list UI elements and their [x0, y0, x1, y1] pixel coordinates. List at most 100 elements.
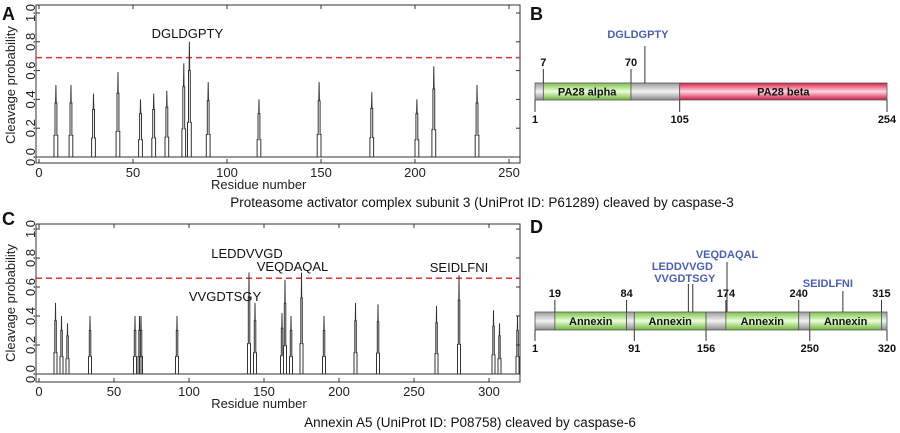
peak-265: [434, 305, 439, 374]
peak-226: [376, 304, 380, 374]
peak-233: [474, 84, 480, 157]
linker-segment: [630, 82, 681, 101]
panel-label-a: A: [2, 4, 15, 24]
panel-label-b: B: [530, 4, 543, 24]
y-tick-label: 0.2: [23, 336, 38, 354]
boundary-number: 250: [801, 343, 819, 355]
linker-segment: [705, 311, 727, 331]
boundary-number: 105: [671, 114, 689, 126]
peak-19: [65, 323, 70, 374]
panel-label-d: D: [530, 217, 543, 237]
peak-92: [175, 315, 179, 374]
boundary-number: 156: [697, 343, 715, 355]
x-axis-label: Residue number: [211, 396, 307, 411]
peak-68: [164, 90, 170, 157]
boundary-number: 19: [549, 288, 561, 300]
peak-211: [353, 302, 358, 374]
peak-77: [181, 63, 187, 157]
site-annotation: SEIDLFNI: [430, 260, 489, 275]
caption-bottom: Annexin A5 (UniProt ID: P08758) cleaved …: [304, 415, 636, 430]
y-tick-label: 0.4: [23, 90, 38, 108]
x-axis-label: Residue number: [211, 177, 307, 192]
linker-segment: [626, 311, 635, 331]
y-tick-label: 0.0: [23, 148, 38, 166]
boundary-number: 240: [790, 288, 808, 300]
peak-190: [322, 315, 326, 374]
boundary-number: 254: [878, 114, 897, 126]
x-tick-label: 200: [328, 384, 350, 399]
y-tick-label: 0.8: [23, 249, 38, 267]
peak-17: [68, 84, 74, 157]
plot-frame: [35, 223, 521, 383]
peak-61: [151, 93, 157, 157]
y-tick-label: 0.6: [23, 278, 38, 296]
domain-label: Annexin: [741, 316, 785, 328]
peak-210: [431, 66, 437, 157]
y-tick-label: 0.2: [23, 119, 38, 137]
boundary-number: 91: [628, 343, 640, 355]
boundary-number: 174: [717, 288, 736, 300]
x-tick-label: 250: [498, 165, 520, 180]
x-tick-label: 100: [178, 384, 200, 399]
boundary-number: 315: [872, 288, 890, 300]
cleavage-site-label: VVGDTSGY: [654, 273, 716, 285]
peak-15: [59, 315, 64, 374]
linker-segment: [798, 311, 811, 331]
x-tick-label: 0: [35, 165, 42, 180]
cleavage-site-label: SEIDLFNI: [803, 278, 853, 290]
domain-map-b: PA28 alpha PA28 beta 7 70 1 105 254 DGLDGPTY: [532, 29, 897, 126]
peak-201: [414, 99, 420, 157]
peak-303: [491, 310, 496, 374]
site-annotation: VEQDAQAL: [257, 259, 329, 274]
peak-80: [187, 41, 192, 157]
caption-top: Proteasome activator complex subunit 3 (…: [230, 195, 734, 210]
peak-11: [53, 302, 58, 374]
peak-42: [115, 71, 121, 157]
boundary-number: 70: [625, 57, 637, 69]
x-tick-label: 0: [35, 384, 42, 399]
plot-frame: [35, 4, 521, 164]
domain-label: PA28 alpha: [558, 87, 617, 99]
peak-319: [515, 315, 520, 374]
peak-29: [91, 93, 96, 157]
boundary-number: 1: [532, 343, 538, 355]
boundary-number: 84: [620, 288, 633, 300]
peak-175: [299, 272, 304, 374]
domain-label: Annexin: [648, 316, 692, 328]
peak-117: [256, 99, 262, 157]
x-tick-label: 100: [216, 165, 238, 180]
domain-label: PA28 beta: [757, 87, 810, 99]
cleavage-site-label: LEDDVVGD: [652, 261, 713, 273]
y-tick-label: 0.4: [23, 307, 38, 325]
x-tick-label: 250: [403, 384, 425, 399]
peak-168: [289, 315, 293, 374]
x-tick-label: 50: [126, 165, 140, 180]
boundary-number: 320: [878, 343, 896, 355]
panel-label-c: C: [2, 209, 15, 229]
y-tick-label: 0.8: [23, 33, 38, 51]
linker-segment: [534, 82, 544, 101]
site-annotation: LEDDVVGD: [211, 246, 283, 261]
domain-map-d: Annexin Annexin Annexin Annexin 19 84 174 240 31…: [532, 249, 896, 355]
y-tick-label: 1.0: [23, 4, 38, 22]
linker-segment: [881, 311, 888, 331]
site-annotation: DGLDGPTY: [152, 26, 224, 41]
peak-9: [53, 84, 59, 157]
y-axis-label: Cleavage probability: [3, 244, 18, 362]
peak-140: [247, 272, 251, 374]
x-tick-label: 300: [478, 384, 500, 399]
peak-68: [139, 315, 143, 374]
linker-segment: [534, 311, 556, 331]
y-tick-label: 0.0: [23, 365, 38, 383]
peak-90: [205, 82, 211, 157]
peak-177: [369, 92, 375, 157]
cleavage-site-label: DGLDGPTY: [607, 29, 669, 41]
x-tick-label: 150: [310, 165, 332, 180]
x-tick-label: 150: [253, 384, 275, 399]
boundary-number: 7: [540, 57, 546, 69]
chart-panel-c: 0 50 100 150 200 250 300 0.0 0.2 0.4 0.6 0.8 1.0 Clea…: [3, 220, 521, 411]
domain-label: Annexin: [824, 316, 868, 328]
peak-307: [497, 323, 502, 374]
peak-144: [253, 302, 257, 374]
peak-280: [457, 275, 461, 374]
